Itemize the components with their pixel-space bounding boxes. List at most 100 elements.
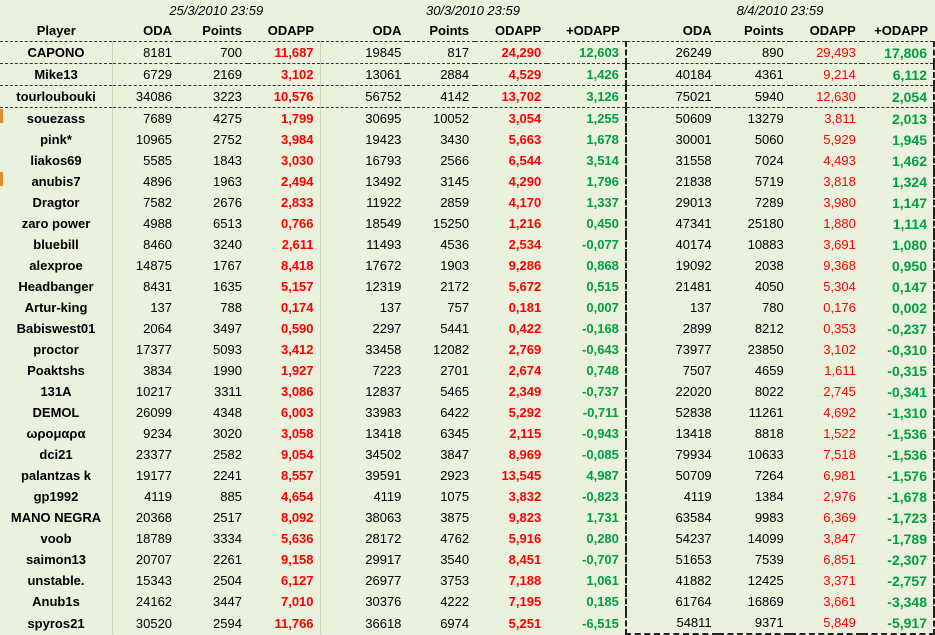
oda-3-cell: 47341 xyxy=(624,213,718,234)
plus-odapp-2-cell: -0,643 xyxy=(582,342,619,357)
plus-odapp-2-cell: -0,823 xyxy=(582,489,619,504)
plus-odapp-2-cell: 0,748 xyxy=(586,363,619,378)
odapp-1-cell: 0,766 xyxy=(280,216,314,231)
odapp-1-cell: 1,927 xyxy=(280,363,314,378)
points-3-cell: 12425 xyxy=(747,573,784,588)
odapp-2-cell: 3,832 xyxy=(508,489,542,504)
player-name-cell: Anub1s xyxy=(0,591,113,612)
odapp-1-cell: 1,799 xyxy=(280,111,314,126)
plus-odapp-3-cell: 1,080 xyxy=(861,234,935,255)
table-row: liakos69 5585 1843 3,030 16793 2566 6,544 3,514… xyxy=(0,150,935,171)
plus-odapp-3-cell: -3,348 xyxy=(861,591,935,612)
oda-3-cell: 26249 xyxy=(624,41,718,64)
points-1-cell: 2582 xyxy=(213,447,242,462)
odapp-3-cell: 9,214 xyxy=(789,63,862,86)
oda-2-cell: 11493 xyxy=(319,234,408,255)
oda-1-cell: 18789 xyxy=(135,531,173,546)
player-name-cell: MANO NEGRA xyxy=(0,507,113,528)
odapp-2-cell: 5,672 xyxy=(508,279,542,294)
oda-1-cell: 34086 xyxy=(112,85,179,108)
points-3-cell: 8212 xyxy=(754,321,784,336)
oda-3-cell: 50709 xyxy=(624,465,718,486)
oda-3-cell: 31558 xyxy=(624,150,718,171)
oda-2-cell: 36618 xyxy=(319,612,408,634)
points-2-cell: 5441 xyxy=(440,321,470,336)
odapp-2-cell: 4,529 xyxy=(475,63,548,86)
oda-2-cell: 33983 xyxy=(319,402,408,423)
plus-odapp-3-cell: 6,112 xyxy=(861,63,935,86)
table-row: Poaktshs 3834 1990 1,927 7223 2701 2,674 0,748 7… xyxy=(0,360,935,381)
plus-odapp-3-cell: 2,054 xyxy=(861,85,935,108)
odapp-2-cell: 0,181 xyxy=(508,300,542,315)
oda-2-cell: 17672 xyxy=(319,255,408,276)
table-row: Anub1s 24162 3447 7,010 30376 4222 7,195 0,185 6… xyxy=(0,591,935,612)
column-header-player: Player xyxy=(36,23,76,38)
table-row: spyros21 30520 2594 11,766 36618 6974 5,251 -6,… xyxy=(0,612,935,635)
oda-1-cell: 4119 xyxy=(144,489,173,504)
odapp-1-cell: 3,984 xyxy=(280,132,314,147)
player-name-cell: Babiswest01 xyxy=(0,318,113,339)
odapp-1-cell: 8,418 xyxy=(280,258,314,273)
plus-odapp-3-cell: 1,147 xyxy=(861,192,935,213)
odapp-3-cell: 5,304 xyxy=(823,279,856,294)
plus-odapp-3-cell: 0,950 xyxy=(861,255,935,276)
plus-odapp-2-cell: 1,061 xyxy=(586,573,619,588)
points-3-cell: 780 xyxy=(762,300,784,315)
oda-1-cell: 9234 xyxy=(143,426,173,441)
points-3-cell: 23850 xyxy=(747,342,784,357)
plus-odapp-3-cell: -0,315 xyxy=(861,360,935,381)
column-header-odapp-2: ODAPP xyxy=(494,23,542,38)
points-1-cell: 885 xyxy=(220,489,242,504)
player-name-cell: Headbanger xyxy=(0,276,113,297)
points-2-cell: 10052 xyxy=(432,111,470,126)
column-header-oda-1: ODA xyxy=(143,23,173,38)
points-2-cell: 817 xyxy=(407,41,476,64)
oda-2-cell: 12837 xyxy=(319,381,408,402)
oda-2-cell: 34502 xyxy=(319,444,408,465)
odapp-1-cell: 11,766 xyxy=(274,615,314,631)
oda-1-cell: 4988 xyxy=(143,216,173,231)
odapp-2-cell: 2,349 xyxy=(508,384,542,399)
column-header-odapp-1: ODAPP xyxy=(267,23,315,38)
oda-3-cell: 54811 xyxy=(624,612,718,635)
odapp-3-cell: 4,692 xyxy=(823,405,856,420)
plus-odapp-2-cell: -0,943 xyxy=(582,426,619,441)
oda-2-cell: 137 xyxy=(319,297,408,318)
points-1-cell: 4348 xyxy=(213,405,242,420)
oda-1-cell: 7582 xyxy=(143,195,173,210)
points-3-cell: 10633 xyxy=(747,447,784,462)
player-name-cell: saimon13 xyxy=(0,549,113,570)
player-name-cell: spyros21 xyxy=(0,612,113,634)
points-1-cell: 3223 xyxy=(178,85,248,108)
player-name-cell: DEMOL xyxy=(0,402,113,423)
oda-1-cell: 8460 xyxy=(143,237,173,252)
odapp-3-cell: 1,522 xyxy=(823,426,856,441)
odapp-3-cell: 4,493 xyxy=(823,153,856,168)
odapp-3-cell: 3,847 xyxy=(823,531,856,546)
points-2-cell: 757 xyxy=(447,300,470,315)
odapp-1-cell: 10,576 xyxy=(247,85,321,108)
odapp-1-cell: 5,636 xyxy=(280,531,314,546)
table-row: gp1992 4119 885 4,654 4119 1075 3,832 -0,823 411… xyxy=(0,486,935,507)
odapp-1-cell: 3,102 xyxy=(247,63,321,86)
odapp-3-cell: 2,745 xyxy=(823,384,856,399)
odapp-3-cell: 2,976 xyxy=(823,489,856,504)
oda-2-cell: 12319 xyxy=(319,276,408,297)
oda-1-cell: 5585 xyxy=(143,153,173,168)
plus-odapp-2-cell: 1,731 xyxy=(586,510,619,525)
points-2-cell: 2859 xyxy=(440,195,470,210)
odapp-2-cell: 2,115 xyxy=(509,426,542,441)
odapp-2-cell: 2,674 xyxy=(508,363,542,378)
points-3-cell: 1384 xyxy=(754,489,784,504)
oda-1-cell: 30520 xyxy=(135,615,173,631)
odapp-1-cell: 2,494 xyxy=(280,174,314,189)
points-1-cell: 2517 xyxy=(213,510,242,525)
points-3-cell: 10883 xyxy=(747,237,784,252)
odapp-2-cell: 8,451 xyxy=(508,552,542,567)
oda-3-cell: 50609 xyxy=(624,107,718,129)
plus-odapp-2-cell: 1,796 xyxy=(586,174,619,189)
odapp-2-cell: 13,702 xyxy=(475,85,548,108)
points-2-cell: 2884 xyxy=(407,63,476,86)
plus-odapp-2-cell: 0,450 xyxy=(586,216,619,231)
player-name-cell: proctor xyxy=(0,339,113,360)
